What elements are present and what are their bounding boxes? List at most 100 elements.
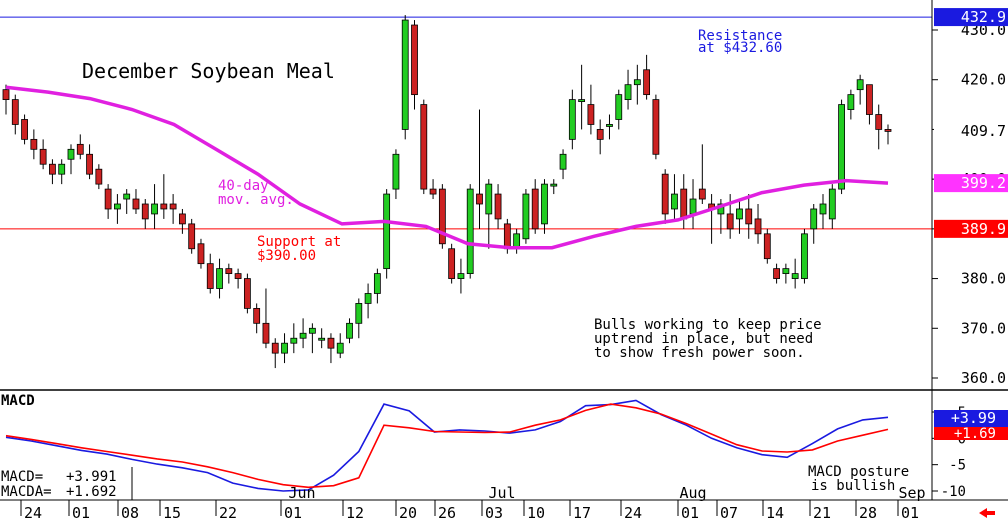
candle-body: [884, 129, 892, 132]
candle-body: [178, 213, 186, 225]
macd-annotation: MACD posture: [808, 464, 909, 480]
candle-body: [401, 19, 409, 130]
date-tick-label: 21: [813, 504, 831, 522]
chart-title: December Soybean Meal: [82, 59, 335, 83]
candle-body: [624, 84, 632, 101]
support-annotation: $390.00: [257, 248, 316, 264]
candle-body: [86, 153, 93, 175]
candle-body: [568, 99, 576, 140]
date-tick-label: 15: [163, 504, 181, 522]
candle-body: [838, 104, 845, 190]
candle-body: [234, 273, 242, 279]
candle-body: [197, 243, 205, 265]
date-tick-label: 26: [438, 504, 456, 522]
moving-average-badge-pointer: [934, 174, 942, 193]
candle-body: [754, 218, 762, 235]
candle-body: [773, 268, 780, 279]
date-tick-label: 24: [624, 504, 642, 522]
macd-signal-line: [5, 403, 889, 489]
candle-body: [141, 203, 149, 220]
candle-body: [216, 268, 223, 289]
month-label: Aug: [679, 484, 706, 502]
candle-body: [494, 193, 502, 220]
date-tick-label: 20: [399, 504, 417, 522]
candle-body: [169, 203, 177, 210]
candle-body: [206, 263, 214, 289]
candle-body: [745, 208, 753, 225]
candle-body: [95, 168, 103, 185]
macd-value-badge: [934, 410, 1008, 427]
macd-panel: MACD MACD= +3.991 MACDA= +1.692 MACD posturei…: [0, 393, 909, 500]
support-annotation: Support at: [257, 234, 341, 250]
macda-readout-value: +1.692: [66, 484, 117, 500]
candle-body: [262, 322, 270, 344]
candle-body: [336, 342, 344, 354]
candle-body: [438, 188, 446, 245]
candle-body: [39, 148, 47, 165]
candle-body: [132, 198, 140, 210]
candle-body: [801, 233, 808, 279]
macda-readout-label: MACDA=: [1, 484, 52, 500]
price-tick-label: 360.0: [961, 369, 1006, 387]
candle-body: [763, 233, 771, 260]
candle-body: [466, 188, 474, 274]
candle-body: [299, 332, 307, 339]
macd-tick-label: -5: [949, 458, 966, 474]
candle-body: [810, 208, 818, 230]
candle-body: [225, 268, 233, 274]
scroll-left-icon[interactable]: [979, 508, 987, 518]
candle-body: [559, 153, 567, 170]
resistance-badge-text: 432.9: [961, 8, 1006, 26]
moving-average-line: [5, 85, 889, 250]
candle-body: [847, 94, 855, 110]
candle-body: [736, 208, 743, 220]
last-price-badge-pointer: [934, 121, 942, 140]
date-tick-label: 01: [284, 504, 302, 522]
month-label: Jul: [488, 484, 515, 502]
scroll-left-icon-stem[interactable]: [987, 511, 995, 515]
moving-average-badge-text: 399.2: [961, 174, 1006, 192]
price-tick-label: 420.0: [961, 71, 1006, 89]
candle-body: [652, 99, 660, 155]
candle-body: [596, 129, 604, 140]
candle-body: [522, 193, 530, 240]
candle-body: [875, 114, 883, 130]
candle-body: [457, 273, 465, 279]
candle-body: [21, 119, 28, 140]
candle-body: [346, 322, 353, 339]
macd-readout-value: +3.991: [66, 469, 117, 485]
resistance-badge: [934, 8, 1008, 27]
candle-body: [243, 278, 251, 309]
candle-body: [485, 183, 493, 215]
candle-body: [615, 94, 623, 120]
moving-average-badge: [934, 174, 1008, 193]
candle-body: [476, 193, 483, 205]
candle-body: [30, 138, 38, 150]
candle-body: [411, 24, 418, 96]
candle-body: [318, 337, 326, 341]
date-tick-label: 22: [219, 504, 237, 522]
candle-body: [308, 327, 316, 334]
candle-body: [364, 293, 372, 304]
candle-body: [782, 268, 790, 274]
candle-body: [383, 193, 391, 270]
candle-body: [373, 273, 381, 294]
candle-body: [643, 69, 651, 96]
candle-body: [253, 307, 261, 324]
month-label: Sep: [898, 484, 925, 502]
date-tick-label: 01: [681, 504, 699, 522]
candle-body: [671, 193, 678, 210]
last-price-badge: [934, 121, 1008, 140]
candle-body: [58, 163, 66, 175]
candle-body: [819, 203, 827, 215]
price-tick-label: 380.0: [961, 270, 1006, 288]
macd-title: MACD: [1, 393, 35, 409]
candle-body: [67, 148, 75, 160]
candle-body: [290, 337, 298, 344]
commentary-text: Bulls working to keep price: [594, 317, 822, 333]
moving-average-annotation: 40-day: [218, 178, 269, 194]
candle-body: [689, 198, 697, 215]
candle-body: [355, 303, 363, 324]
candle-body: [327, 337, 335, 349]
